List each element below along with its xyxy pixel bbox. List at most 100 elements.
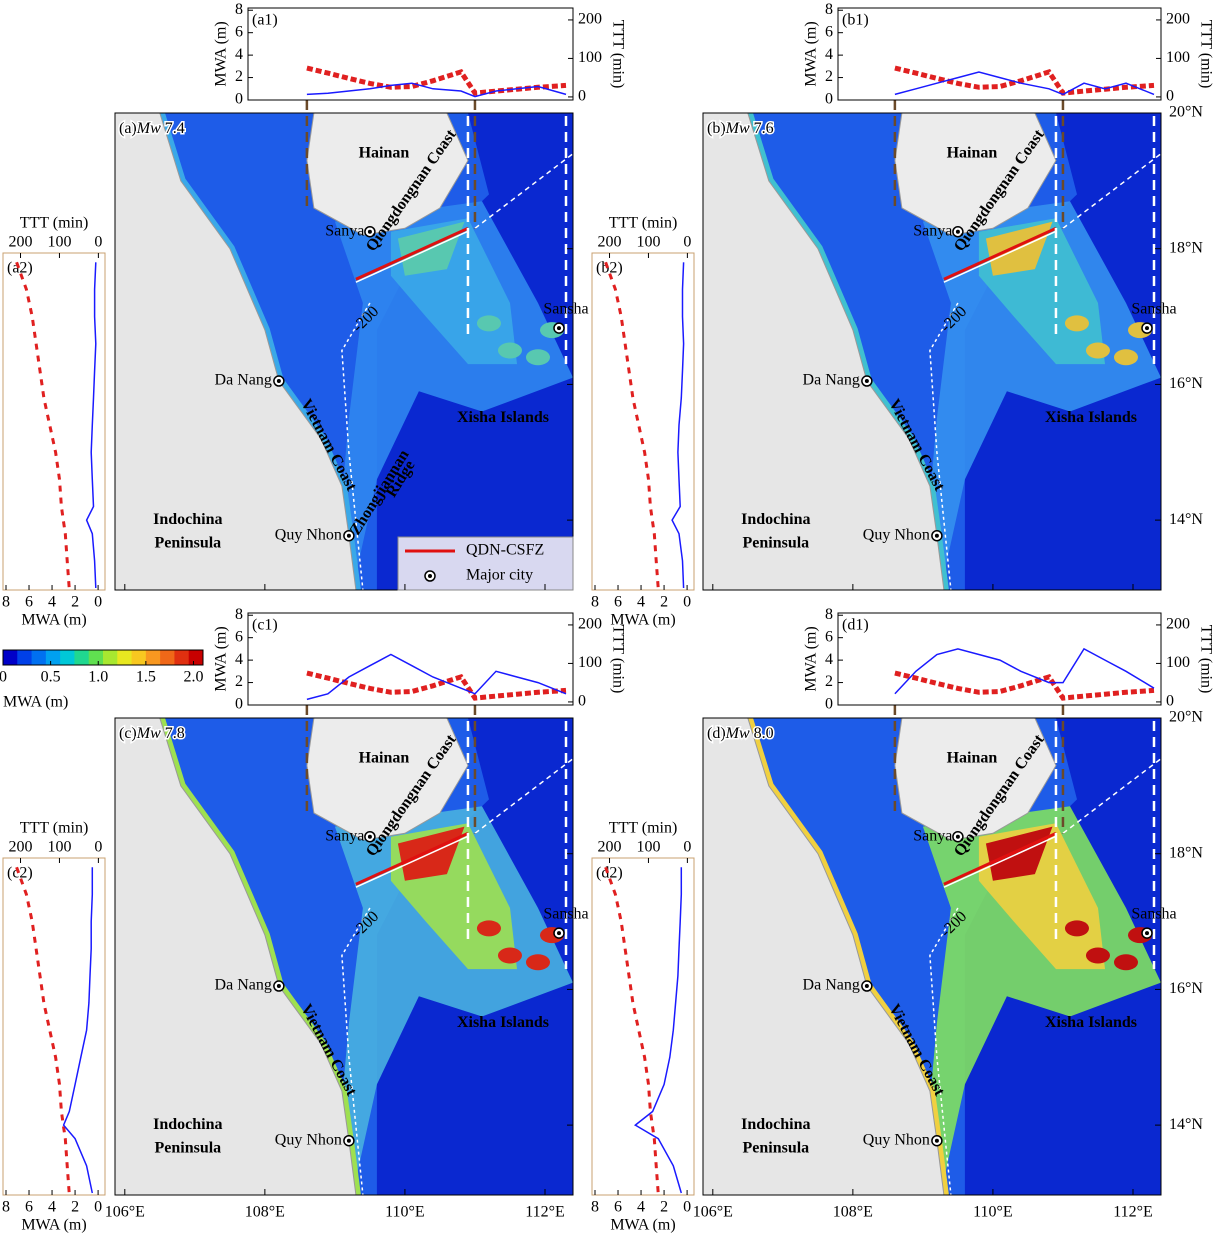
- mwa-tick-label: 4: [637, 594, 645, 611]
- island-halo: [1085, 947, 1110, 964]
- contour-200-east: [1062, 153, 1161, 229]
- x-tick-label: 106°E: [693, 1204, 733, 1221]
- plume-outer: [334, 806, 573, 1180]
- city-dot: [367, 834, 372, 839]
- island-halo: [1085, 342, 1110, 359]
- ttt-tick-label: 0: [1166, 693, 1174, 710]
- panel-label: (b)Mw 7.6: [707, 120, 774, 137]
- mwa-tick-label: 6: [614, 594, 622, 611]
- axis-title: MWA (m): [21, 612, 86, 629]
- colorbar-tick-label: 0: [0, 669, 7, 686]
- colorbar-cell: [74, 650, 90, 665]
- inset-frame: [247, 612, 574, 706]
- island-halo: [476, 920, 501, 937]
- y-tick-label: 16°N: [1169, 980, 1203, 997]
- ttt-tick-label: 200: [578, 11, 602, 28]
- panel-letter: (b): [707, 120, 726, 137]
- city-dot: [556, 931, 561, 936]
- place-label: Sansha: [1131, 905, 1176, 922]
- mwa-tick-label: 2: [660, 1199, 668, 1216]
- ttt-tick-label: 200: [598, 839, 622, 856]
- colorbar-cell: [188, 650, 204, 665]
- mwa-tick-label: 8: [235, 1, 243, 18]
- mwa-tick-label: 4: [637, 1199, 645, 1216]
- colorbar-cell: [160, 650, 175, 665]
- mwa-tick-label: 6: [25, 1199, 33, 1216]
- panel-letter: (a): [119, 120, 137, 137]
- mwa-tick-label: 0: [94, 594, 102, 611]
- ttt-tick-label: 200: [598, 234, 622, 251]
- ttt-tick-label: 100: [47, 234, 71, 251]
- plume-outer: [922, 201, 1161, 575]
- y-tick-label: 14°N: [1169, 511, 1203, 528]
- colorbar-tick-label: 2.0: [183, 669, 203, 686]
- axis-title: TTT (min): [20, 215, 89, 232]
- place-label: Sansha: [1131, 300, 1176, 317]
- mwa-tick-label: 4: [825, 651, 833, 668]
- mwa-line: [633, 867, 683, 1194]
- colorbar-cell: [88, 650, 104, 665]
- axis-title: TTT (min): [1197, 625, 1214, 694]
- ttt-line: [604, 261, 660, 589]
- mwa-tick-label: 6: [825, 628, 833, 645]
- mwa-line: [894, 71, 1155, 96]
- place-label: Sanya: [325, 222, 364, 239]
- colorbar-cell: [3, 650, 18, 665]
- island-halo: [476, 315, 501, 332]
- place-label: Da Nang: [803, 372, 860, 389]
- y-tick-label: 16°N: [1169, 375, 1203, 392]
- place-label: Hainan: [947, 749, 998, 766]
- city-dot: [1144, 931, 1149, 936]
- axis-title: MWA (m): [21, 1217, 86, 1234]
- ttt-line: [604, 866, 660, 1194]
- colorbar-tick-label: 1.5: [136, 669, 156, 686]
- mwa-tick-label: 4: [235, 46, 243, 63]
- x-tick-label: 108°E: [833, 1204, 873, 1221]
- legend-city-dot: [428, 574, 432, 578]
- panel-mw: Mw: [725, 120, 750, 137]
- ttt-tick-label: 200: [1166, 11, 1190, 28]
- inset-label: (a1): [252, 12, 278, 29]
- place-label: Xisha Islands: [1045, 1014, 1137, 1031]
- place-label: Quy Nhon: [275, 526, 342, 543]
- fault-edge: [355, 230, 469, 283]
- axis-title: MWA (m): [803, 626, 820, 691]
- fault: [943, 226, 1057, 281]
- inset-frame: [591, 252, 695, 591]
- mwa-tick-label: 6: [614, 1199, 622, 1216]
- mwa-tick-label: 8: [825, 606, 833, 623]
- place-label: Sanya: [913, 222, 952, 239]
- place-label: Xisha Islands: [457, 1014, 549, 1031]
- axis-title: MWA (m): [610, 612, 675, 629]
- mwa-tick-label: 2: [235, 673, 243, 690]
- land-hainan: [894, 113, 1057, 236]
- mwa-tick-label: 2: [71, 594, 79, 611]
- ttt-tick-label: 0: [1166, 88, 1174, 105]
- plume-outer: [334, 201, 573, 575]
- inset-label: (b1): [842, 12, 869, 29]
- city-dot: [1144, 326, 1149, 331]
- mwa-tick-label: 2: [825, 673, 833, 690]
- city-dot: [864, 984, 869, 989]
- colorbar-tick-label: 1.0: [88, 669, 108, 686]
- panel-letter: (d): [707, 725, 726, 742]
- colorbar-cell: [103, 650, 118, 665]
- city-dot: [276, 379, 281, 384]
- mwa-tick-label: 8: [591, 594, 599, 611]
- mwa-tick-label: 4: [825, 46, 833, 63]
- place-label: Quy Nhon: [863, 526, 930, 543]
- place-label: Peninsula: [154, 535, 221, 552]
- place-label: Peninsula: [742, 1140, 809, 1157]
- ttt-tick-label: 0: [683, 839, 691, 856]
- city-dot: [864, 379, 869, 384]
- mwa-tick-label: 2: [235, 68, 243, 85]
- y-tick-label: 18°N: [1169, 844, 1203, 861]
- fault: [355, 226, 469, 281]
- place-label: Sansha: [543, 905, 588, 922]
- place-label: Xisha Islands: [1045, 409, 1137, 426]
- colorbar-cell: [60, 650, 75, 665]
- ttt-tick-label: 0: [683, 234, 691, 251]
- mwa-tick-label: 6: [235, 628, 243, 645]
- city-dot: [934, 533, 939, 538]
